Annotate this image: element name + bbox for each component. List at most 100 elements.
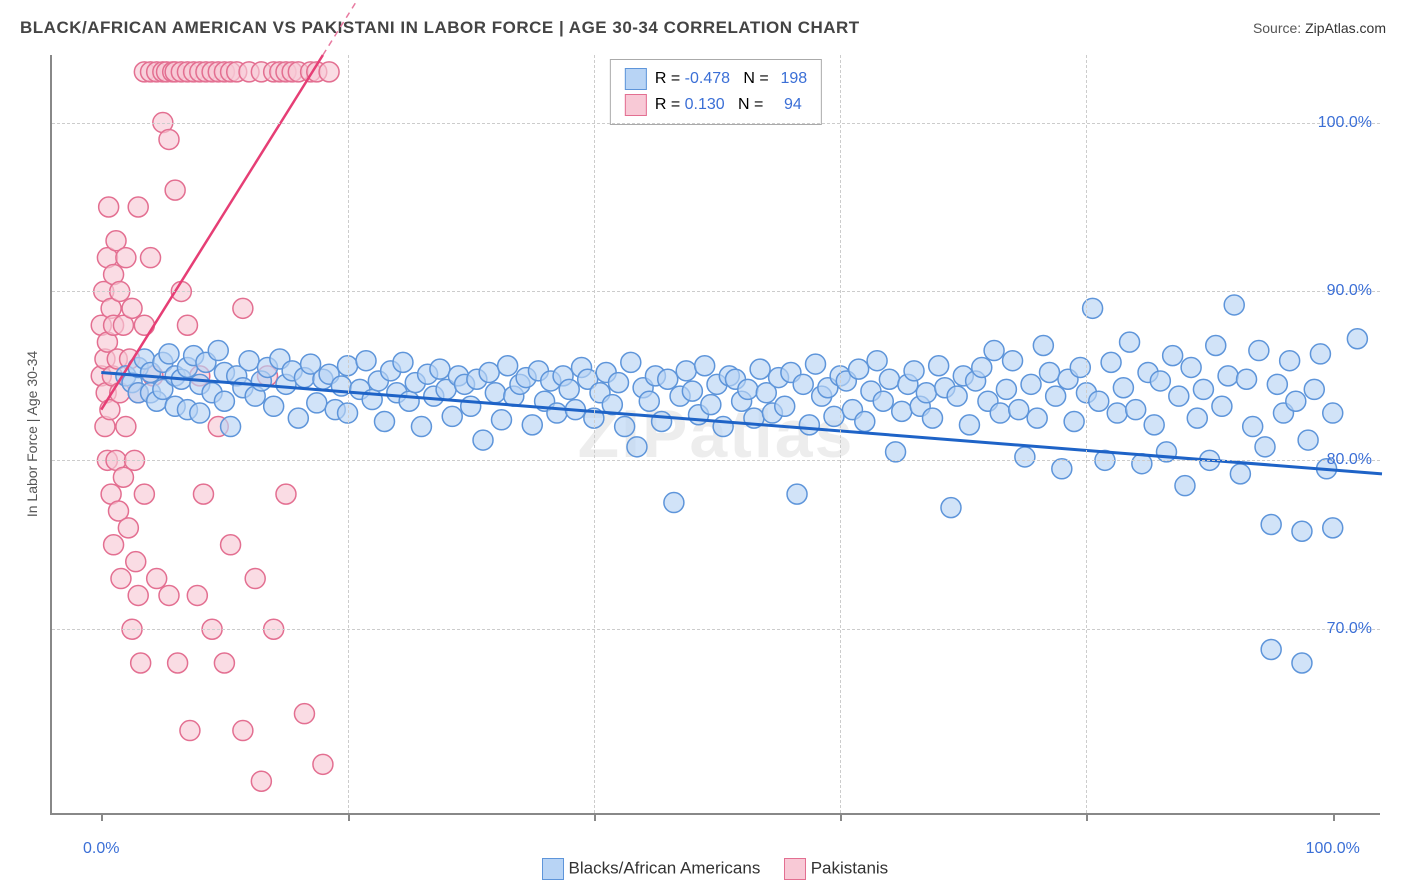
r-label: R = (655, 70, 685, 87)
data-point (356, 351, 376, 371)
gridline-v (1086, 55, 1087, 813)
data-point (411, 417, 431, 437)
data-point (682, 381, 702, 401)
data-point (193, 484, 213, 504)
data-point (1181, 357, 1201, 377)
data-point (1347, 329, 1367, 349)
data-point (126, 552, 146, 572)
data-point (855, 411, 875, 431)
data-point (1027, 408, 1047, 428)
data-point (799, 415, 819, 435)
data-point (461, 396, 481, 416)
data-point (498, 356, 518, 376)
data-point (941, 498, 961, 518)
data-point (122, 298, 142, 318)
data-point (128, 197, 148, 217)
data-point (1310, 344, 1330, 364)
data-point (233, 298, 253, 318)
data-point (1003, 351, 1023, 371)
data-point (984, 341, 1004, 361)
data-point (1267, 374, 1287, 394)
data-point (479, 363, 499, 383)
data-point (1052, 459, 1072, 479)
r-label: R = (655, 96, 685, 113)
data-point (923, 408, 943, 428)
data-point (1224, 295, 1244, 315)
x-tick-label: 0.0% (83, 840, 119, 858)
gridline-h (52, 629, 1380, 630)
data-point (134, 484, 154, 504)
data-point (264, 396, 284, 416)
data-point (276, 484, 296, 504)
data-point (959, 415, 979, 435)
x-tick-label: 100.0% (1306, 840, 1360, 858)
data-point (904, 361, 924, 381)
data-point (1015, 447, 1035, 467)
data-point (608, 373, 628, 393)
data-point (208, 341, 228, 361)
data-point (1292, 653, 1312, 673)
data-point (1298, 430, 1318, 450)
data-point (1261, 639, 1281, 659)
data-point (559, 379, 579, 399)
gridline-v (594, 55, 595, 813)
data-point (288, 408, 308, 428)
data-point (892, 401, 912, 421)
data-point (787, 484, 807, 504)
data-point (473, 430, 493, 450)
scatter-svg (52, 55, 1380, 813)
data-point (187, 585, 207, 605)
data-point (1175, 476, 1195, 496)
data-point (99, 197, 119, 217)
x-tick-mark (1333, 813, 1335, 821)
data-point (177, 315, 197, 335)
data-point (1323, 518, 1343, 538)
data-point (1230, 464, 1250, 484)
y-tick-label: 70.0% (1327, 620, 1372, 638)
data-point (313, 754, 333, 774)
data-point (713, 417, 733, 437)
data-point (118, 518, 138, 538)
data-point (806, 354, 826, 374)
data-point (214, 391, 234, 411)
data-point (104, 535, 124, 555)
data-point (701, 395, 721, 415)
data-point (147, 569, 167, 589)
data-point (664, 493, 684, 513)
data-point (1212, 396, 1232, 416)
y-tick-label: 100.0% (1318, 114, 1372, 132)
legend-label-1: Blacks/African Americans (569, 858, 761, 877)
data-point (929, 356, 949, 376)
data-point (1064, 411, 1084, 431)
data-point (1280, 351, 1300, 371)
data-point (1120, 332, 1140, 352)
n-value: 198 (773, 66, 807, 92)
data-point (775, 396, 795, 416)
gridline-h (52, 123, 1380, 124)
data-point (873, 391, 893, 411)
data-point (159, 129, 179, 149)
x-tick-mark (1086, 813, 1088, 821)
data-point (849, 359, 869, 379)
data-point (1249, 341, 1269, 361)
data-point (652, 411, 672, 431)
data-point (886, 442, 906, 462)
chart-title: BLACK/AFRICAN AMERICAN VS PAKISTANI IN L… (20, 18, 860, 38)
data-point (1193, 379, 1213, 399)
data-point (750, 359, 770, 379)
swatch-series2 (784, 858, 806, 880)
source-link[interactable]: ZipAtlas.com (1305, 20, 1386, 36)
data-point (393, 352, 413, 372)
y-tick-label: 90.0% (1327, 282, 1372, 300)
data-point (1150, 371, 1170, 391)
data-point (165, 180, 185, 200)
data-point (233, 721, 253, 741)
data-point (1286, 391, 1306, 411)
data-point (116, 248, 136, 268)
data-point (1009, 400, 1029, 420)
data-point (1021, 374, 1041, 394)
data-point (1033, 335, 1053, 355)
data-point (111, 569, 131, 589)
data-point (141, 248, 161, 268)
data-point (251, 771, 271, 791)
